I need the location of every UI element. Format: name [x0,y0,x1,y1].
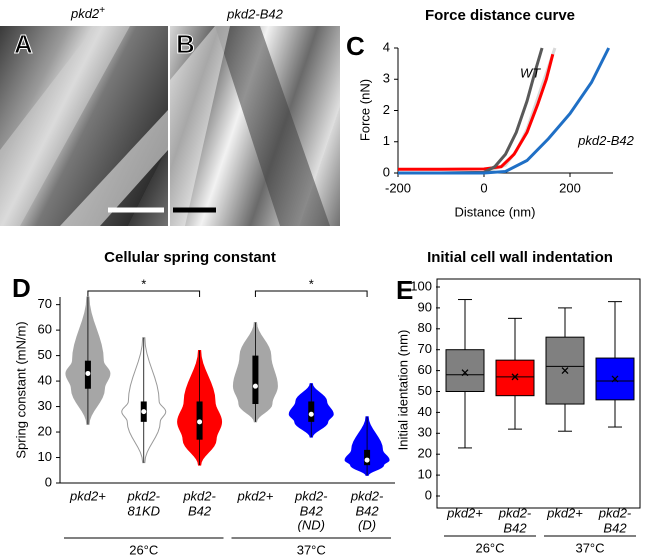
panel-letter: D [12,273,31,303]
mean-marker [561,367,569,375]
significance-label: * [309,276,314,291]
y-tick-label: 20 [38,423,52,438]
plot-frame [436,278,641,509]
box [445,349,485,393]
mean-marker [461,369,469,377]
panel-letter: E [396,275,413,305]
image-texture [215,26,330,226]
x-tick-label: pkd2- [350,488,384,503]
y-tick-label: 10 [38,449,52,464]
group-label: 26°C [129,542,158,556]
group-label: 37°C [575,540,604,555]
y-axis-label: Spring constant (mN/m) [13,321,28,458]
image-texture [170,26,230,226]
image-texture [0,26,130,226]
x-tick-label: B42 [503,520,527,535]
y-tick-label: 50 [418,383,432,398]
curve [398,47,611,175]
x-tick-label: B42 [356,503,380,518]
y-tick-label: 30 [38,398,52,413]
panel-letter: A [14,29,33,59]
x-tick-label: B42 [603,520,627,535]
x-tick-label: B42 [300,503,324,518]
x-tick-label: pkd2+ [446,505,483,520]
x-tick-label: pkd2- [498,505,532,520]
y-tick-label: 0 [45,474,52,489]
x-tick-label: B42 [188,503,212,518]
group-label: 37°C [297,542,326,556]
x-tick-label: pkd2+ [237,488,274,503]
mean-marker [611,375,619,383]
x-tick-label: pkd2- [126,488,160,503]
image-texture [60,110,168,226]
violin-median [364,457,370,463]
violin-median [197,419,203,425]
x-tick-label: 81KD [127,503,160,518]
y-tick-label: 10 [418,467,432,482]
box [495,359,535,397]
violin-median [85,370,91,376]
x-tick-label: pkd2- [182,488,216,503]
x-axis-label: Distance (nm) [455,204,536,219]
x-tick-label: pkd2+ [546,505,583,520]
x-tick-label: pkd2+ [69,488,106,503]
group-label: 26°C [475,540,504,555]
y-tick-label: 40 [418,404,432,419]
x-tick-label: (D) [358,517,376,532]
y-tick-label: 60 [418,362,432,377]
label-sup: + [99,5,105,16]
curve-label: pkd2-B42 [577,133,634,148]
chart-title: Force distance curve [425,7,575,24]
y-tick-label: 70 [418,341,432,356]
y-tick-label: 1 [383,133,390,148]
violin-median [308,411,314,417]
y-tick-label: 2 [383,102,390,117]
chart-title: Cellular spring constant [104,249,276,266]
image-label: pkd2-B42 [226,6,283,21]
violin-median [252,383,258,389]
curve-label: WT [520,65,541,80]
significance-bracket [254,290,368,297]
y-tick-label: 0 [383,164,390,179]
x-tick-label: 200 [559,180,581,195]
y-tick-label: 4 [383,39,390,54]
violin-iqr [364,449,371,466]
violin-iqr [252,355,259,405]
label-text: pkd2 [70,6,100,21]
y-tick-label: 100 [410,278,432,293]
x-tick-label: pkd2- [598,505,632,520]
curve [398,53,555,171]
y-tick-label: 70 [38,296,52,311]
violin-iqr [308,401,315,422]
significance-bracket [87,290,201,297]
y-tick-label: 50 [38,347,52,362]
panel-letter: C [346,31,365,61]
y-tick-label: 20 [418,446,432,461]
violin-median [141,409,147,415]
significance-label: * [141,276,146,291]
y-axis-label: Force (nN) [357,79,372,141]
mean-marker [511,373,519,381]
image-label: pkd2+ [70,5,105,22]
y-tick-label: 3 [383,71,390,86]
panel-letter: B [176,29,195,59]
y-tick-label: 80 [418,320,432,335]
x-tick-label: 0 [480,180,487,195]
y-tick-label: 0 [425,487,432,502]
y-tick-label: 90 [418,299,432,314]
chart-title: Initial cell wall indentation [427,249,613,266]
y-axis-label: Initial identation (nm) [395,330,410,451]
y-tick-label: 40 [38,373,52,388]
x-tick-label: -200 [385,180,411,195]
y-tick-label: 60 [38,322,52,337]
x-tick-label: pkd2- [294,488,328,503]
y-tick-label: 30 [418,425,432,440]
x-tick-label: (ND) [298,517,325,532]
